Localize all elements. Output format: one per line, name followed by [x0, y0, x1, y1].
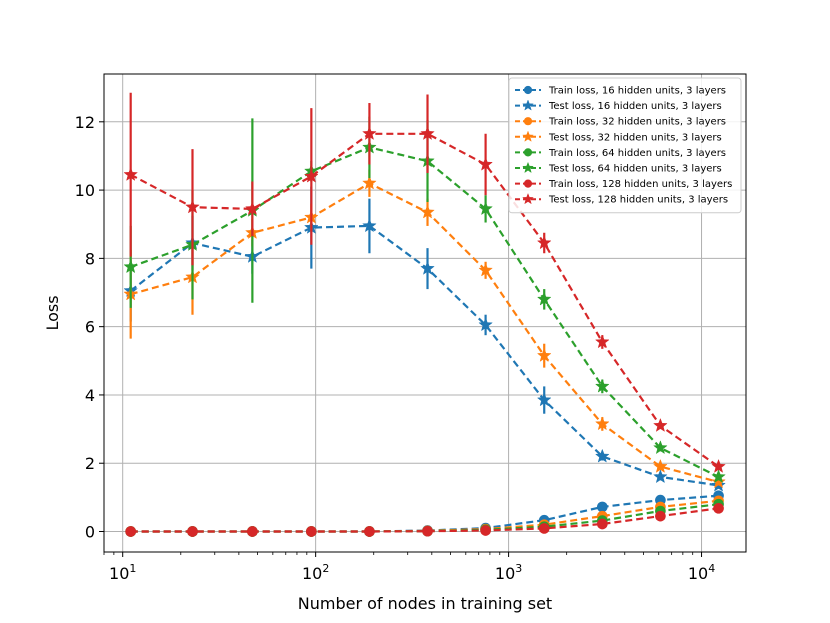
data-point: [653, 469, 668, 484]
data-point: [653, 417, 668, 432]
legend-marker: [523, 117, 533, 126]
legend-label: Test loss, 128 hidden units, 3 layers: [548, 195, 728, 206]
data-point: [306, 526, 317, 537]
x-tick-label: 103: [495, 562, 522, 583]
data-point: [123, 167, 139, 181]
data-point: [478, 156, 493, 171]
data-point: [596, 518, 608, 530]
legend-box: [508, 77, 742, 214]
data-point: [653, 440, 668, 455]
legend-entry: Test loss, 16 hidden units, 3 layers: [515, 99, 722, 112]
legend-marker: [522, 130, 534, 142]
series-6: [125, 502, 724, 537]
legend: Train loss, 16 hidden units, 3 layers Tes…: [508, 77, 742, 214]
y-tick-label: 2: [85, 454, 95, 473]
y-tick-label: 0: [85, 523, 95, 542]
legend-label: Test loss, 32 hidden units, 3 layers: [548, 132, 722, 143]
legend-entry: Test loss, 64 hidden units, 3 layers: [515, 161, 722, 175]
series-line: [130, 182, 719, 484]
series-3: [123, 169, 726, 489]
data-point: [420, 126, 435, 140]
x-tick-label: 102: [302, 562, 329, 583]
legend-marker: [522, 161, 534, 174]
legend-entry: Train loss, 32 hidden units, 3 layers: [515, 117, 726, 128]
series-line: [130, 224, 719, 487]
data-point: [711, 469, 726, 484]
y-tick-label: 4: [85, 386, 95, 405]
data-point: [362, 175, 377, 190]
legend-label: Train loss, 128 hidden units, 3 layers: [548, 179, 732, 190]
data-point: [653, 458, 668, 473]
data-point: [478, 317, 493, 332]
y-tick-label: 10: [75, 181, 95, 200]
data-point: [536, 347, 552, 362]
data-point: [478, 201, 493, 216]
legend-marker: [523, 148, 533, 157]
data-point: [247, 526, 258, 537]
data-point: [420, 260, 435, 275]
data-point: [480, 525, 491, 536]
legend-label: Test loss, 16 hidden units, 3 layers: [548, 101, 722, 112]
y-tick-label: 12: [75, 113, 95, 132]
y-tick-label: 6: [85, 318, 95, 337]
data-point: [422, 525, 433, 537]
y-tick-label: 8: [85, 249, 95, 268]
x-tick-label: 101: [109, 562, 136, 583]
legend-marker: [522, 192, 534, 205]
series-7: [123, 92, 726, 473]
series-line: [130, 146, 719, 478]
legend-label: Train loss, 16 hidden units, 3 layers: [548, 86, 726, 97]
data-point: [364, 526, 375, 537]
data-point: [594, 334, 610, 349]
data-point: [478, 262, 493, 277]
legend-entry: Train loss, 16 hidden units, 3 layers: [515, 86, 726, 97]
data-point: [185, 199, 200, 214]
data-point: [420, 204, 435, 219]
series-line: [130, 132, 720, 468]
data-point: [713, 502, 724, 514]
plot-frame: [103, 73, 747, 553]
data-point: [123, 259, 139, 274]
legend-label: Train loss, 64 hidden units, 3 layers: [548, 148, 726, 159]
data-point: [594, 416, 610, 431]
data-point: [711, 474, 726, 489]
data-point: [187, 526, 198, 537]
data-point: [711, 458, 726, 473]
data-point: [536, 392, 552, 407]
data-point: [594, 448, 610, 463]
x-axis-label: Number of nodes in training set: [298, 594, 552, 613]
data-point: [362, 218, 377, 233]
legend-marker: [523, 85, 533, 95]
legend-entry: Train loss, 64 hidden units, 3 layers: [515, 148, 726, 159]
legend-entry: Test loss, 128 hidden units, 3 layers: [515, 192, 728, 206]
legend-entry: Train loss, 128 hidden units, 3 layers: [515, 179, 732, 190]
legend-marker: [523, 179, 533, 188]
legend-marker: [522, 99, 534, 111]
legend-entry: Test loss, 32 hidden units, 3 layers: [515, 130, 722, 143]
data-point: [536, 291, 552, 306]
ticks: 0 2 4 6 8 10 12 101 102 103 104: [75, 113, 716, 583]
data-point: [594, 378, 610, 393]
legend-label: Train loss, 32 hidden units, 3 layers: [548, 117, 726, 128]
data-point: [536, 235, 552, 250]
y-axis-label: Loss: [43, 295, 62, 330]
series-line: [130, 507, 719, 533]
legend-label: Test loss, 64 hidden units, 3 layers: [548, 164, 722, 175]
data-point: [596, 501, 608, 513]
data-point: [362, 126, 377, 140]
data-point: [538, 523, 550, 534]
series-layer: [123, 92, 726, 537]
data-point: [655, 510, 666, 522]
data-point: [245, 201, 260, 216]
x-tick-label: 104: [688, 562, 715, 583]
data-point: [304, 168, 319, 183]
data-point: [125, 526, 137, 537]
